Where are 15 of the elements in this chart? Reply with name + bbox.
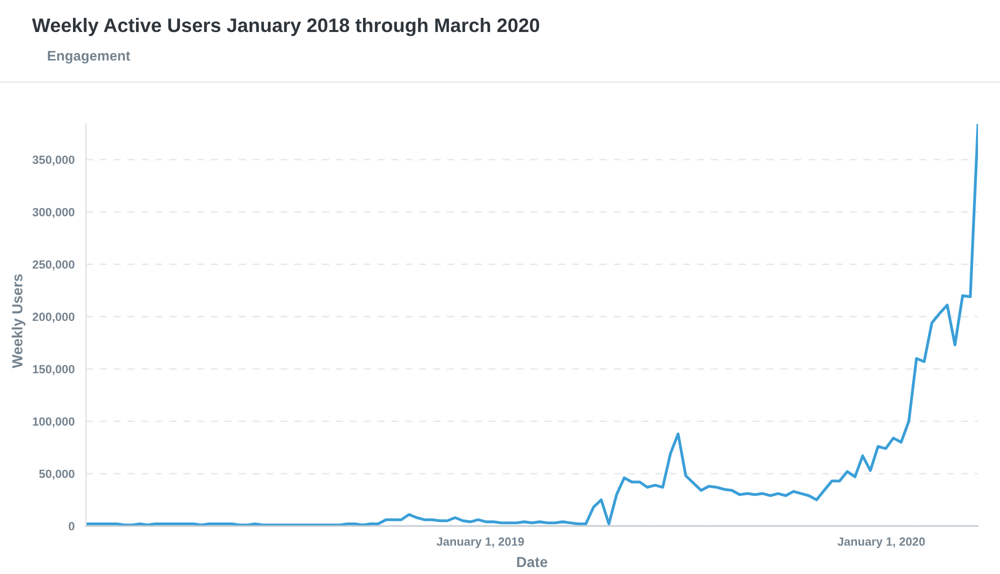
x-tick-label: January 1, 2020 (838, 537, 925, 548)
line-series (86, 124, 978, 526)
y-tick-label: 100,000 (32, 417, 74, 428)
y-axis-title: Weekly Users (12, 274, 26, 368)
y-tick-label: 0 (68, 522, 74, 530)
x-axis-title: Date (517, 556, 548, 568)
y-tick-label: 300,000 (32, 208, 74, 218)
y-tick-label: 150,000 (32, 365, 74, 376)
y-tick-label: 200,000 (32, 312, 74, 323)
y-tick-label: 250,000 (32, 260, 74, 270)
y-tick-label: 50,000 (39, 470, 74, 480)
chart-title: Weekly Active Users January 2018 through March 2020 (32, 18, 540, 36)
x-tick-label: January 1, 2019 (436, 537, 524, 548)
chart-subtitle: Engagement (48, 50, 130, 64)
y-tick-label: 350,000 (32, 156, 74, 166)
